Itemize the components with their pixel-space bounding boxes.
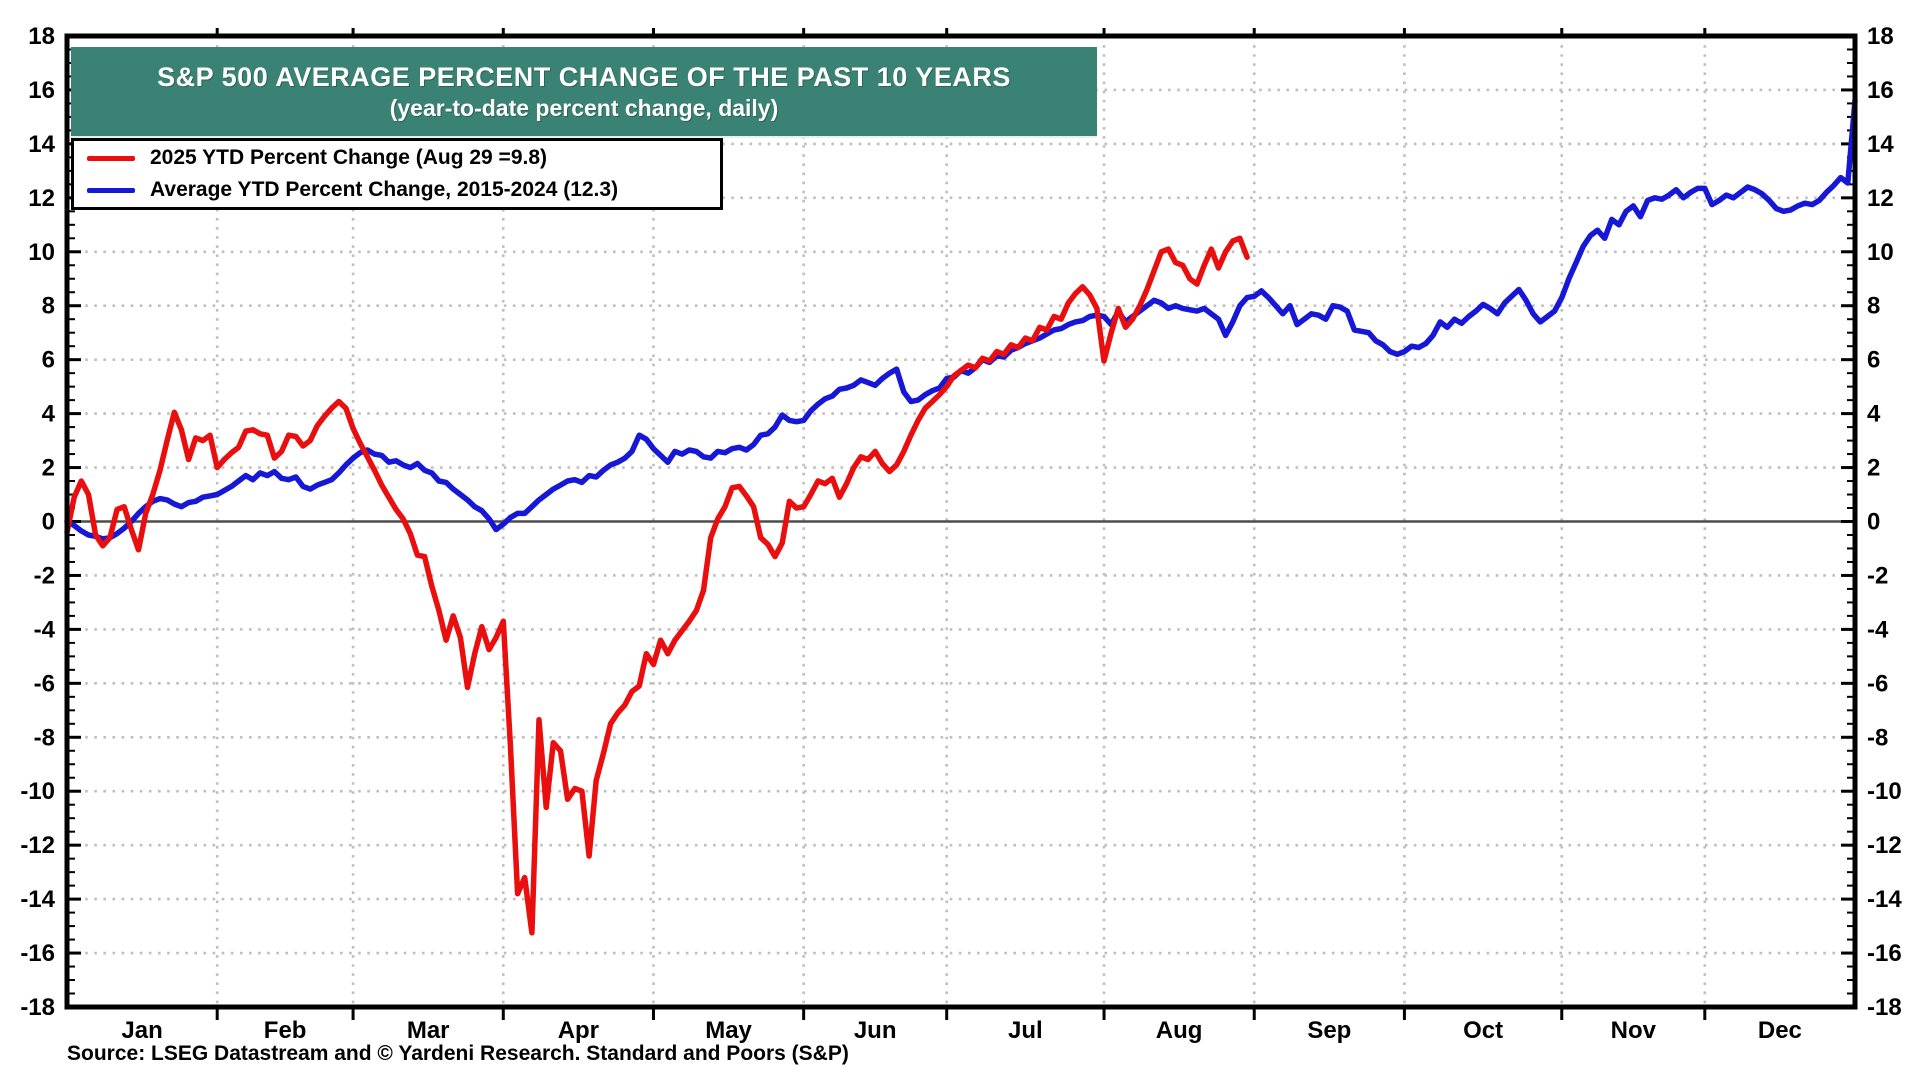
y-axis-label-right: 0 [1867,509,1880,536]
y-axis-label-right: -12 [1867,832,1902,859]
y-axis-label-right: 8 [1867,293,1880,320]
red-line-swatch [87,155,135,161]
legend-item-average: Average YTD Percent Change, 2015-2024 (1… [74,176,720,204]
x-axis-month-label: Apr [558,1017,599,1044]
y-axis-label-right: 2 [1867,455,1880,482]
y-axis-label-left: 8 [42,293,55,320]
chart-subtitle: (year-to-date percent change, daily) [389,94,779,121]
chart-title: S&P 500 AVERAGE PERCENT CHANGE OF THE PA… [157,61,1011,92]
x-axis-month-label: Mar [407,1017,450,1044]
blue-line-swatch [87,187,135,193]
y-axis-label-left: 16 [28,77,55,104]
chart-title-box: S&P 500 AVERAGE PERCENT CHANGE OF THE PA… [71,47,1097,138]
source-note: Source: LSEG Datastream and © Yardeni Re… [67,1042,849,1065]
y-axis-label-right: 14 [1867,131,1894,158]
y-axis-label-left: -8 [34,724,55,751]
y-axis-label-left: 14 [28,131,55,158]
y-axis-label-right: -6 [1867,670,1888,697]
y-axis-label-left: -18 [20,994,55,1021]
y-axis-label-left: -16 [20,940,55,967]
y-axis-label-right: 6 [1867,347,1880,374]
x-axis-month-label: Jul [1008,1017,1043,1044]
y-axis-label-left: 18 [28,23,55,50]
y-axis-label-left: -14 [20,886,55,913]
y-axis-label-left: 0 [42,509,55,536]
y-axis-label-left: -10 [20,778,55,805]
legend-label-2025: 2025 YTD Percent Change (Aug 29 =9.8) [150,146,548,169]
x-axis-month-label: Aug [1156,1017,1203,1044]
y-axis-label-left: -12 [20,832,55,859]
x-axis-month-label: Dec [1758,1017,1802,1044]
y-axis-label-left: -4 [34,616,56,643]
x-axis-month-label: Jan [121,1017,162,1044]
y-axis-label-right: -14 [1867,886,1902,913]
y-axis-label-right: -4 [1867,616,1889,643]
y-axis-label-right: -10 [1867,778,1902,805]
y-axis-label-right: -16 [1867,940,1902,967]
y-axis-label-right: -8 [1867,724,1888,751]
y-axis-label-left: -6 [34,670,55,697]
y-axis-label-right: -2 [1867,562,1888,589]
y-axis-label-left: 12 [28,185,55,212]
y-axis-label-right: 4 [1867,401,1881,428]
y-axis-label-right: -18 [1867,994,1902,1021]
y-axis-label-right: 16 [1867,77,1894,104]
legend-label-average: Average YTD Percent Change, 2015-2024 (1… [150,178,619,201]
red-series-line [64,235,1250,936]
y-axis-label-left: 4 [42,401,56,428]
x-axis-month-label: Jun [854,1017,897,1044]
x-axis-month-label: Sep [1307,1017,1351,1044]
y-axis-label-left: -2 [34,562,55,589]
x-axis-month-label: May [705,1017,752,1044]
plot-frame [64,33,1858,1010]
y-axis-label-left: 10 [28,239,55,266]
x-axis-month-label: Oct [1463,1017,1503,1044]
y-axis-label-left: 2 [42,455,55,482]
legend-item-2025: 2025 YTD Percent Change (Aug 29 =9.8) [74,144,720,172]
y-axis-label-right: 10 [1867,239,1894,266]
legend: 2025 YTD Percent Change (Aug 29 =9.8) Av… [71,138,723,210]
x-axis-month-label: Feb [264,1017,307,1044]
y-axis-label-right: 12 [1867,185,1894,212]
x-axis-month-label: Nov [1611,1017,1657,1044]
y-axis-label-right: 18 [1867,23,1894,50]
y-axis-label-left: 6 [42,347,55,374]
